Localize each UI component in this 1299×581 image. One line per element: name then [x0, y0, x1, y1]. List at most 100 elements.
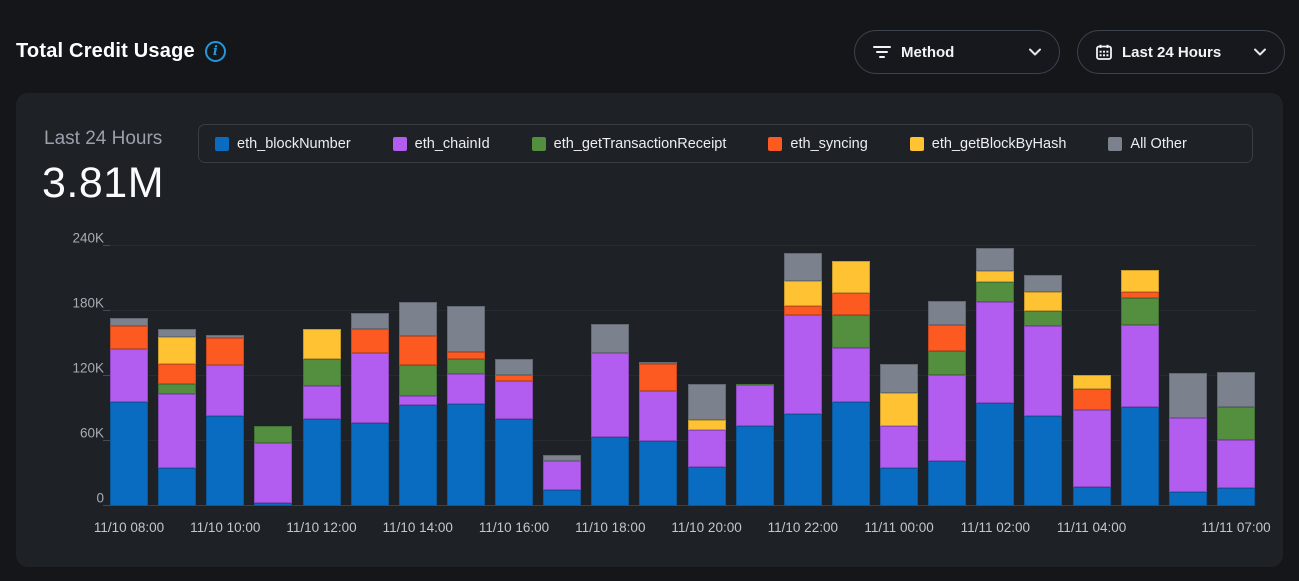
bar-segment-eth_blockNumber[interactable]	[110, 402, 148, 506]
bar-segment-All Other[interactable]	[1168, 372, 1207, 419]
bar-segment-eth_blockNumber[interactable]	[1024, 416, 1063, 506]
bar-segment-eth_blockNumber[interactable]	[831, 402, 870, 506]
bar-11-11-04-00[interactable]	[1072, 374, 1111, 506]
bar-segment-eth_getTransactionReceipt[interactable]	[446, 358, 485, 374]
bar-segment-All Other[interactable]	[495, 358, 533, 375]
bar-segment-eth_chainId[interactable]	[687, 430, 726, 467]
bar-segment-eth_chainId[interactable]	[254, 443, 293, 503]
bar-segment-All Other[interactable]	[880, 364, 918, 394]
bar-segment-eth_getBlockByHash[interactable]	[880, 393, 918, 426]
bar-11-10-14-00[interactable]	[398, 302, 437, 506]
bar-segment-eth_syncing[interactable]	[206, 338, 245, 366]
bar-segment-eth_chainId[interactable]	[880, 425, 918, 469]
bar-segment-eth_blockNumber[interactable]	[1168, 491, 1207, 506]
bar-segment-eth_chainId[interactable]	[398, 395, 437, 406]
bar-segment-eth_blockNumber[interactable]	[495, 419, 533, 506]
bar-segment-eth_syncing[interactable]	[350, 329, 389, 354]
bar-segment-eth_syncing[interactable]	[495, 374, 533, 382]
bar-11-10-21-00[interactable]	[735, 383, 774, 506]
bar-segment-eth_getTransactionReceipt[interactable]	[1024, 311, 1063, 327]
bar-segment-eth_chainId[interactable]	[783, 315, 822, 414]
bar-11-11-02-00[interactable]	[976, 248, 1015, 506]
bar-11-10-16-00[interactable]	[495, 358, 533, 506]
bar-segment-eth_blockNumber[interactable]	[543, 489, 582, 506]
bar-segment-eth_chainId[interactable]	[1120, 325, 1159, 408]
bar-segment-eth_blockNumber[interactable]	[1216, 487, 1255, 506]
bar-segment-eth_getBlockByHash[interactable]	[976, 270, 1015, 282]
bar-11-10-18-00[interactable]	[591, 324, 630, 506]
bar-segment-All Other[interactable]	[110, 317, 148, 327]
bar-11-10-10-00[interactable]	[206, 334, 245, 506]
bar-segment-eth_getTransactionReceipt[interactable]	[302, 358, 341, 386]
bar-11-11-07-00[interactable]	[1216, 371, 1255, 506]
bar-segment-eth_syncing[interactable]	[1120, 291, 1159, 299]
bar-11-11-05-00[interactable]	[1120, 269, 1159, 506]
bar-segment-eth_getBlockByHash[interactable]	[783, 280, 822, 306]
bar-11-10-15-00[interactable]	[446, 305, 485, 506]
bar-segment-eth_chainId[interactable]	[1024, 326, 1063, 417]
bar-segment-All Other[interactable]	[1216, 371, 1255, 408]
bar-segment-eth_chainId[interactable]	[591, 353, 630, 437]
bar-segment-eth_blockNumber[interactable]	[206, 416, 245, 506]
bar-segment-eth_blockNumber[interactable]	[976, 403, 1015, 506]
bar-11-10-17-00[interactable]	[543, 455, 582, 506]
bar-11-10-22-00[interactable]	[783, 252, 822, 506]
bar-segment-All Other[interactable]	[543, 455, 582, 461]
method-filter-dropdown[interactable]: Method	[854, 30, 1060, 74]
bar-segment-eth_getTransactionReceipt[interactable]	[1216, 407, 1255, 440]
bar-11-10-08-00[interactable]	[110, 317, 148, 506]
info-icon[interactable]: i	[204, 41, 226, 62]
bar-segment-eth_syncing[interactable]	[158, 364, 197, 384]
bar-segment-eth_chainId[interactable]	[1168, 418, 1207, 492]
bar-segment-eth_blockNumber[interactable]	[735, 425, 774, 506]
bar-segment-eth_getBlockByHash[interactable]	[302, 329, 341, 359]
bar-segment-eth_getTransactionReceipt[interactable]	[928, 351, 967, 375]
bar-11-11-03-00[interactable]	[1024, 275, 1063, 506]
bar-segment-eth_chainId[interactable]	[350, 353, 389, 423]
bar-segment-eth_chainId[interactable]	[639, 391, 678, 441]
bar-segment-eth_syncing[interactable]	[928, 325, 967, 352]
bar-segment-eth_syncing[interactable]	[398, 335, 437, 366]
bar-11-10-13-00[interactable]	[350, 313, 389, 506]
bar-segment-All Other[interactable]	[158, 329, 197, 338]
bar-segment-All Other[interactable]	[1024, 275, 1063, 292]
bar-segment-eth_chainId[interactable]	[1216, 439, 1255, 488]
bar-segment-eth_chainId[interactable]	[831, 347, 870, 402]
bar-11-10-20-00[interactable]	[687, 383, 726, 506]
bar-segment-All Other[interactable]	[783, 252, 822, 281]
bar-segment-eth_blockNumber[interactable]	[1120, 407, 1159, 506]
bar-segment-All Other[interactable]	[350, 313, 389, 330]
bar-11-10-12-00[interactable]	[302, 329, 341, 506]
bar-segment-All Other[interactable]	[928, 301, 967, 326]
bar-segment-All Other[interactable]	[446, 305, 485, 353]
bar-segment-eth_chainId[interactable]	[206, 365, 245, 417]
bar-segment-eth_getBlockByHash[interactable]	[1024, 291, 1063, 312]
bar-11-11-00-00[interactable]	[880, 364, 918, 506]
bar-segment-eth_getBlockByHash[interactable]	[158, 337, 197, 365]
legend-item-eth_getBlockByHash[interactable]: eth_getBlockByHash	[909, 136, 1066, 152]
bar-segment-eth_getBlockByHash[interactable]	[831, 261, 870, 293]
bar-segment-eth_blockNumber[interactable]	[158, 468, 197, 506]
bar-segment-eth_getTransactionReceipt[interactable]	[158, 383, 197, 395]
bar-segment-eth_getBlockByHash[interactable]	[687, 420, 726, 431]
bar-segment-eth_chainId[interactable]	[302, 385, 341, 420]
bar-segment-eth_chainId[interactable]	[1072, 409, 1111, 487]
bar-segment-eth_chainId[interactable]	[110, 348, 148, 402]
bar-segment-eth_blockNumber[interactable]	[783, 413, 822, 506]
bar-segment-eth_syncing[interactable]	[639, 364, 678, 392]
bar-segment-eth_blockNumber[interactable]	[398, 405, 437, 506]
bar-segment-All Other[interactable]	[398, 302, 437, 336]
bar-segment-All Other[interactable]	[591, 324, 630, 354]
bar-segment-eth_syncing[interactable]	[831, 292, 870, 316]
bar-segment-eth_getTransactionReceipt[interactable]	[976, 281, 1015, 303]
bar-segment-eth_blockNumber[interactable]	[1072, 486, 1111, 506]
bar-segment-All Other[interactable]	[976, 248, 1015, 271]
bar-segment-eth_chainId[interactable]	[446, 373, 485, 405]
bar-segment-eth_blockNumber[interactable]	[928, 460, 967, 506]
bar-segment-eth_blockNumber[interactable]	[446, 404, 485, 506]
legend-item-eth_syncing[interactable]: eth_syncing	[768, 136, 868, 152]
bar-segment-eth_chainId[interactable]	[158, 394, 197, 469]
bar-segment-eth_blockNumber[interactable]	[591, 436, 630, 506]
bar-segment-eth_getTransactionReceipt[interactable]	[831, 315, 870, 348]
bar-11-10-19-00[interactable]	[639, 361, 678, 506]
